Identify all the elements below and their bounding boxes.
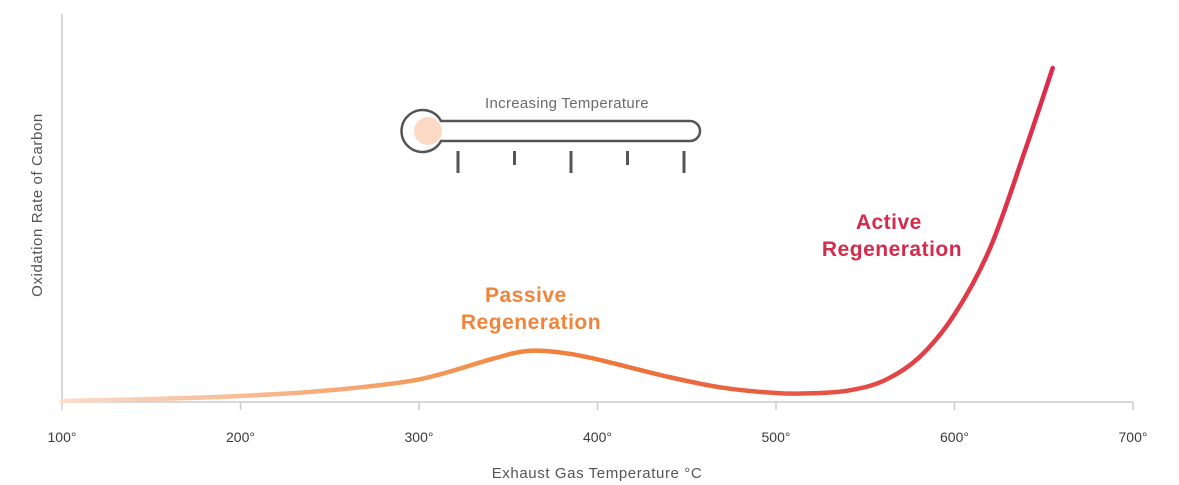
y-axis-title: Oxidation Rate of Carbon (29, 113, 46, 297)
active-regeneration-label: Active Regeneration (822, 211, 962, 261)
x-axis-title: Exhaust Gas Temperature °C (492, 465, 703, 482)
x-tick-label: 200° (226, 429, 255, 445)
x-axis-ticks: 100° 200° 300° 400° 500° 600° 700° (48, 402, 1148, 445)
x-tick-label: 300° (405, 429, 434, 445)
x-tick-label: 100° (48, 429, 77, 445)
passive-label-line-1: Passive (485, 284, 567, 307)
active-label-line-1: Active (856, 211, 922, 234)
thermometer-bulb (414, 117, 442, 145)
passive-regeneration-label: Passive Regeneration (461, 284, 601, 334)
x-tick-label: 700° (1119, 429, 1148, 445)
passive-label-line-2: Regeneration (461, 311, 601, 334)
x-tick-label: 600° (940, 429, 969, 445)
thermometer-icon: Increasing Temperature (400, 95, 702, 173)
x-tick-label: 500° (762, 429, 791, 445)
oxidation-rate-curve (59, 65, 1055, 404)
x-tick-label: 400° (583, 429, 612, 445)
thermometer-label: Increasing Temperature (485, 95, 649, 112)
thermometer-scale (456, 151, 686, 173)
thermometer-outline (400, 108, 702, 154)
active-label-line-2: Regeneration (822, 238, 962, 261)
